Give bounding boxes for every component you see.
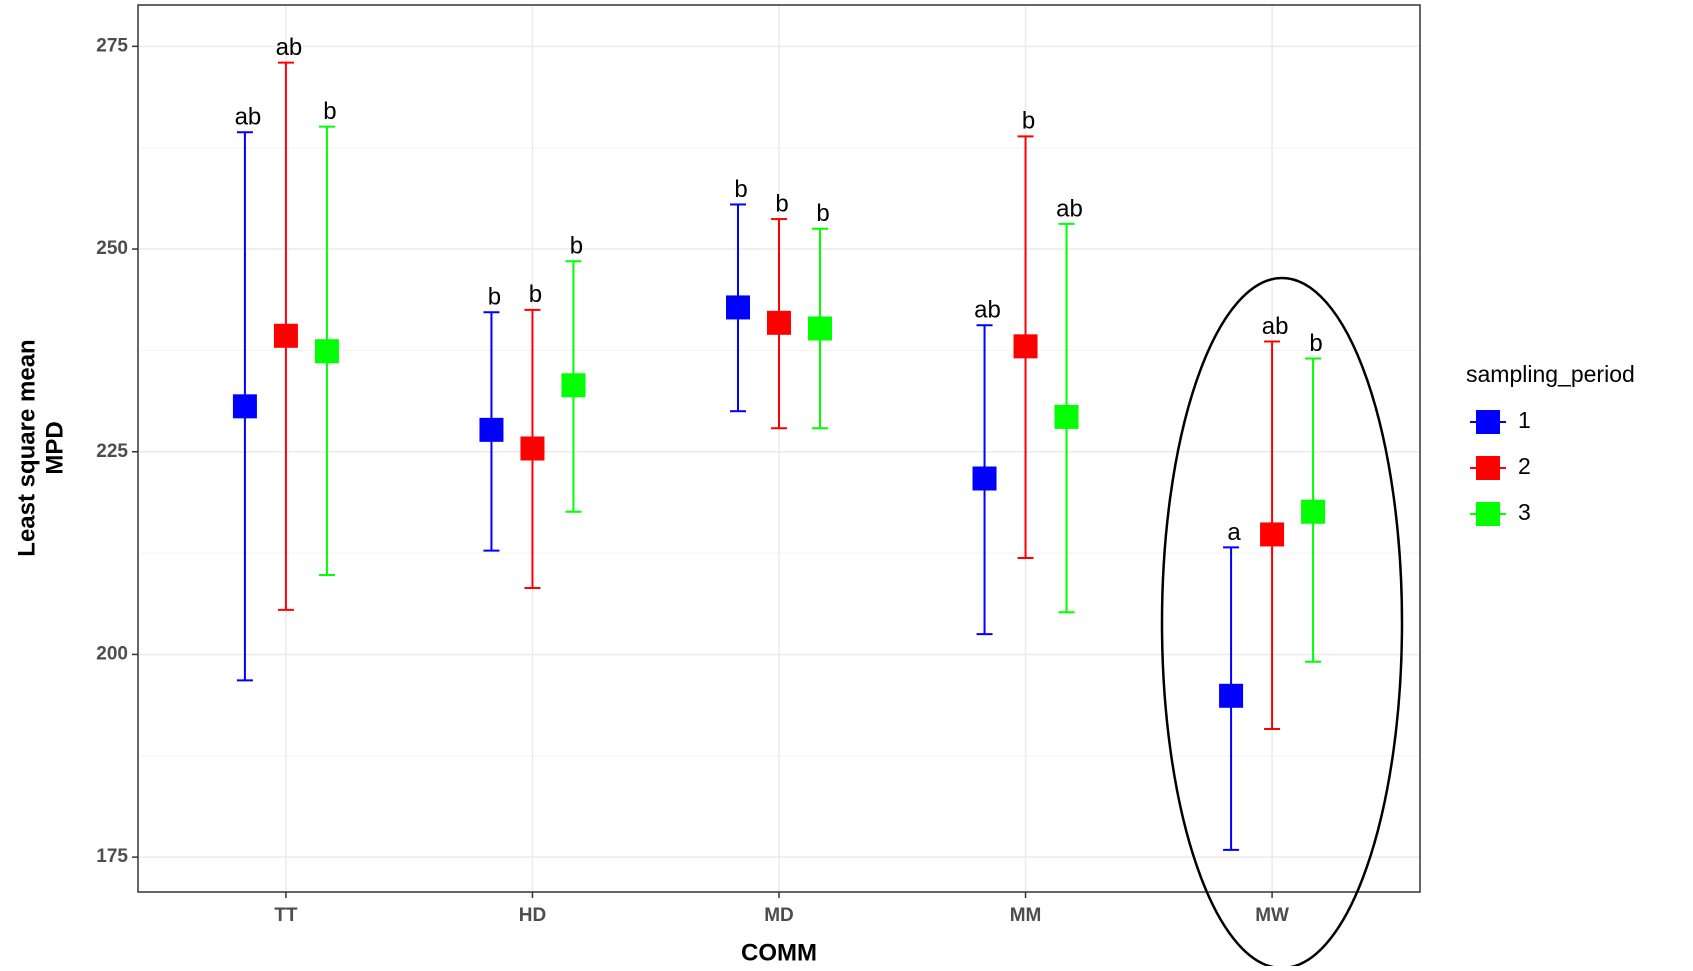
group-letter: b <box>570 233 583 260</box>
group-letter: ab <box>1262 313 1289 340</box>
mean-point <box>314 339 339 364</box>
mean-point <box>273 323 298 348</box>
x-axis-title: COMM <box>741 939 817 966</box>
mean-point <box>479 417 504 442</box>
mean-point <box>520 436 545 461</box>
mean-point <box>726 295 750 320</box>
mean-point <box>808 316 832 341</box>
y-tick-label: 175 <box>96 846 128 867</box>
group-letter: b <box>816 200 829 227</box>
legend-key <box>1476 502 1500 526</box>
group-letter: b <box>529 281 542 308</box>
group-letter: b <box>488 284 501 311</box>
x-tick-label: HD <box>519 905 546 926</box>
legend-label: 3 <box>1518 499 1531 525</box>
mean-point <box>767 310 791 335</box>
group-letter: a <box>1227 519 1241 546</box>
y-axis-title: Least square mean <box>13 339 40 556</box>
group-letter: b <box>1022 108 1035 135</box>
legend-key <box>1476 410 1500 434</box>
y-tick-label: 200 <box>96 643 128 664</box>
group-letter: ab <box>1056 195 1083 222</box>
x-tick-label: MD <box>764 905 794 926</box>
group-letter: ab <box>276 34 303 61</box>
group-letter: b <box>1309 330 1322 357</box>
y-tick-label: 275 <box>96 35 128 56</box>
mean-point <box>1219 683 1244 708</box>
y-tick-label: 250 <box>96 238 128 259</box>
y-axis-title: MPD <box>41 421 68 474</box>
legend-key <box>1476 456 1500 480</box>
mean-point <box>1260 522 1285 547</box>
mean-point <box>232 394 257 419</box>
legend-title: sampling_period <box>1466 361 1635 387</box>
group-letter: ab <box>235 104 262 131</box>
x-tick-label: MM <box>1010 905 1042 926</box>
legend-label: 2 <box>1518 453 1531 479</box>
mean-point <box>561 373 586 398</box>
marks <box>232 61 1326 851</box>
mean-point <box>1301 499 1326 524</box>
legend-label: 1 <box>1518 407 1531 433</box>
y-tick-label: 225 <box>96 441 128 462</box>
group-letter: b <box>323 98 336 125</box>
mean-point <box>1054 404 1079 429</box>
x-tick-label: TT <box>274 905 298 926</box>
group-letter: ab <box>974 297 1001 324</box>
mean-point <box>972 466 997 491</box>
group-letter: b <box>734 176 747 203</box>
mean-point <box>1013 334 1038 359</box>
group-letter: b <box>775 190 788 217</box>
x-tick-label: MW <box>1255 905 1289 926</box>
